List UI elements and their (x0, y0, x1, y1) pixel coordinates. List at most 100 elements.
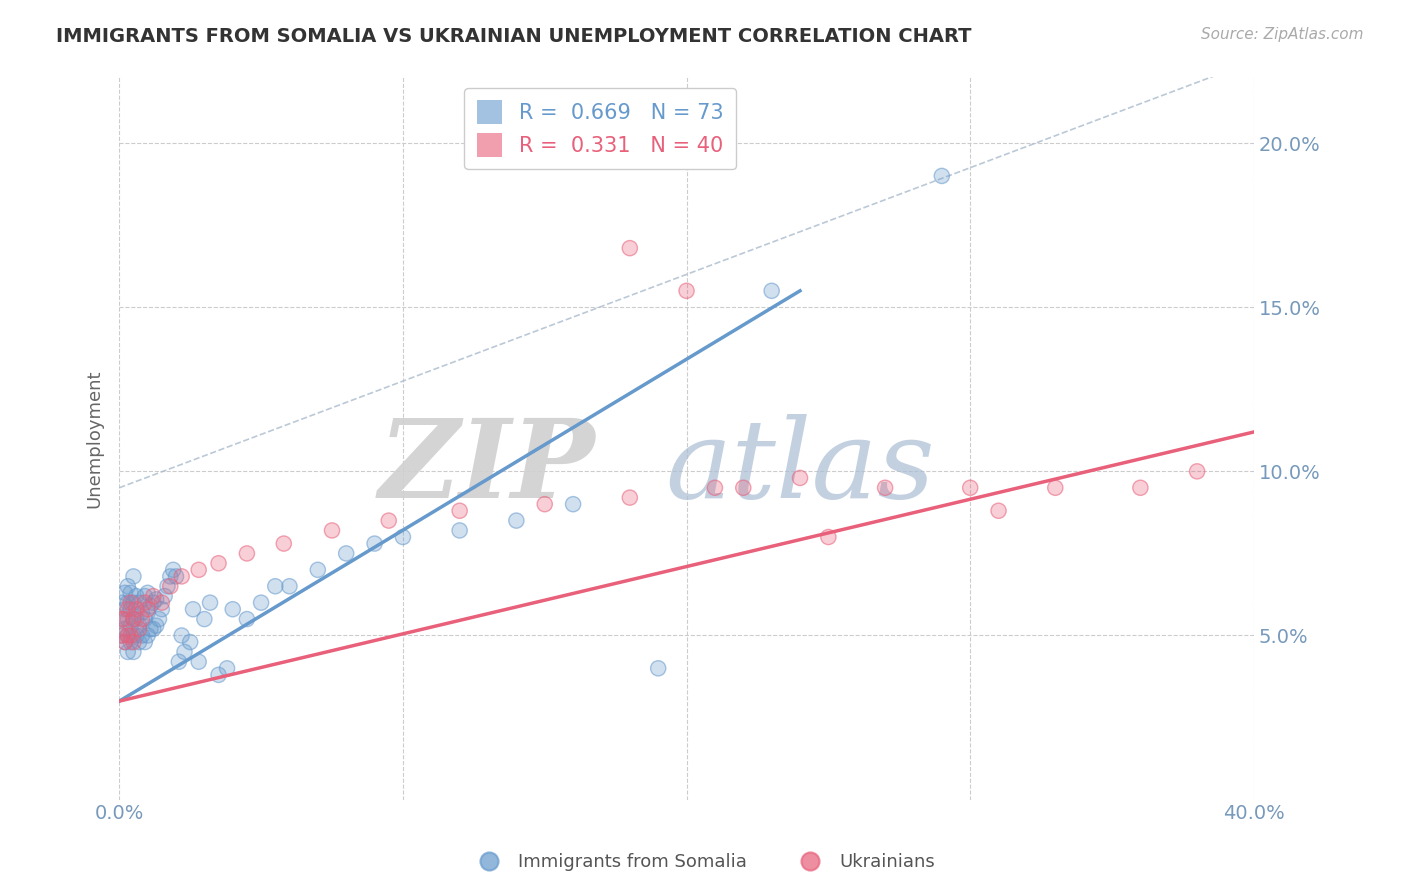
Point (131, 628, 153, 642)
Point (128, 622, 150, 636)
Point (148, 612, 170, 626)
Point (111, 612, 134, 626)
Point (363, 536, 385, 550)
Text: ZIP: ZIP (380, 414, 596, 521)
Point (250, 596, 273, 610)
Point (207, 668, 229, 682)
Point (120, 618, 142, 632)
Point (117, 579, 139, 593)
Point (187, 563, 209, 577)
Point (307, 563, 329, 577)
Point (619, 241, 641, 255)
Point (122, 596, 145, 610)
Point (619, 491, 641, 505)
Point (1045, 481, 1067, 495)
Point (193, 612, 215, 626)
Point (117, 596, 139, 610)
Point (156, 579, 179, 593)
Point (392, 530, 415, 544)
Point (377, 514, 399, 528)
Point (128, 618, 150, 632)
Point (131, 612, 153, 626)
Point (125, 589, 148, 603)
Point (114, 602, 136, 616)
Point (170, 628, 193, 642)
Point (120, 635, 142, 649)
Point (136, 606, 159, 620)
Point (128, 635, 150, 649)
Point (120, 628, 142, 642)
Point (505, 514, 527, 528)
Point (145, 618, 167, 632)
Point (215, 661, 238, 675)
Point (789, 471, 811, 485)
Point (167, 655, 190, 669)
Point (145, 592, 167, 607)
Point (136, 602, 159, 616)
Point (647, 661, 669, 675)
Point (733, 481, 755, 495)
Point (142, 596, 165, 610)
Point (987, 504, 1010, 518)
Point (307, 563, 329, 577)
Point (335, 546, 357, 560)
Point (139, 599, 162, 613)
Point (150, 602, 173, 616)
Point (733, 481, 755, 495)
Point (264, 579, 287, 593)
Point (179, 635, 201, 649)
Point (875, 481, 897, 495)
Point (170, 569, 193, 583)
Point (136, 606, 159, 620)
Point (236, 612, 259, 626)
Point (562, 497, 585, 511)
Point (125, 628, 148, 642)
Point (114, 635, 136, 649)
Point (111, 628, 134, 642)
Point (134, 612, 156, 626)
Point (449, 524, 471, 538)
Point (222, 602, 245, 616)
Point (647, 661, 669, 675)
Point (273, 536, 295, 550)
Point (761, 284, 783, 298)
Point (117, 628, 139, 642)
Point (136, 586, 159, 600)
Point (111, 628, 134, 642)
Point (114, 635, 136, 649)
Point (125, 612, 148, 626)
Point (114, 612, 136, 626)
Point (122, 612, 145, 626)
Point (142, 589, 165, 603)
Point (120, 596, 142, 610)
Point (131, 628, 153, 642)
Point (335, 546, 357, 560)
Point (505, 514, 527, 528)
Point (122, 628, 145, 642)
Point (159, 569, 181, 583)
Point (120, 586, 142, 600)
Point (675, 284, 697, 298)
Point (207, 556, 229, 570)
Point (120, 602, 142, 616)
Point (117, 645, 139, 659)
Point (187, 655, 209, 669)
Point (122, 645, 145, 659)
Point (215, 661, 238, 675)
Point (128, 596, 150, 610)
Point (817, 530, 839, 544)
Point (675, 284, 697, 298)
Point (207, 556, 229, 570)
Legend: R =  0.669   N = 73, R =  0.331   N = 40: R = 0.669 N = 73, R = 0.331 N = 40 (464, 87, 735, 169)
Point (111, 612, 134, 626)
Point (134, 612, 156, 626)
Point (236, 546, 259, 560)
Point (114, 586, 136, 600)
Point (619, 241, 641, 255)
Point (150, 602, 173, 616)
Point (1129, 481, 1152, 495)
Point (562, 497, 585, 511)
Point (111, 596, 134, 610)
Point (789, 471, 811, 485)
Point (120, 586, 142, 600)
